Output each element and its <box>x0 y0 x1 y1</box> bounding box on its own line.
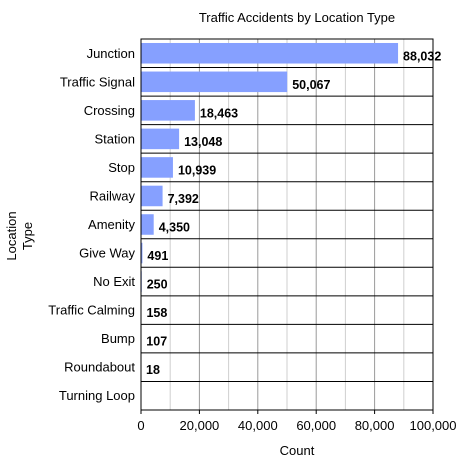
y-axis-label-line: Location <box>4 211 19 260</box>
x-tick-label: 40,000 <box>238 418 278 433</box>
plot-border <box>140 38 434 411</box>
category-labels: Junction Traffic Signal Crossing Station Sto… <box>48 46 135 403</box>
data-label: 18 <box>146 363 160 377</box>
category-label: Station <box>95 131 135 146</box>
data-label: 13,048 <box>184 135 222 149</box>
data-label: 250 <box>147 278 168 292</box>
data-label: 158 <box>146 306 167 320</box>
x-tick-label: 80,000 <box>355 418 395 433</box>
category-label: Railway <box>89 188 135 203</box>
data-label: 7,392 <box>168 192 199 206</box>
data-label: 88,032 <box>403 49 441 63</box>
bar <box>141 100 195 121</box>
y-axis-label: LocationType <box>4 211 35 260</box>
category-label: Roundabout <box>64 360 135 375</box>
data-label: 18,463 <box>200 106 238 120</box>
data-labels: 88,032 50,067 18,463 13,048 10,939 7,392 4,350… <box>146 49 441 377</box>
data-label: 4,350 <box>159 221 190 235</box>
x-tick-labels: 0 20,000 40,000 60,000 80,000 100,000 <box>137 410 457 433</box>
x-tick-label: 0 <box>137 418 144 433</box>
chart-title: Traffic Accidents by Location Type <box>199 10 395 25</box>
category-label: Traffic Calming <box>48 303 135 318</box>
category-label: Crossing <box>84 103 135 118</box>
bar <box>141 71 288 93</box>
category-label: Give Way <box>79 246 135 261</box>
data-label: 107 <box>146 335 167 349</box>
category-label: Junction <box>87 46 135 61</box>
data-label: 10,939 <box>178 163 216 177</box>
gridlines <box>141 39 433 410</box>
category-label: No Exit <box>93 274 135 289</box>
category-label: Bump <box>101 331 135 346</box>
bar <box>141 128 180 150</box>
category-label: Stop <box>108 160 135 175</box>
bar <box>141 242 143 264</box>
x-tick-label: 100,000 <box>410 418 457 433</box>
x-tick-label: 20,000 <box>180 418 220 433</box>
x-tick-label: 60,000 <box>296 418 336 433</box>
category-label: Traffic Signal <box>60 74 135 89</box>
bar <box>141 214 154 235</box>
x-axis-label: Count <box>280 443 315 458</box>
bar <box>141 157 173 178</box>
bar <box>141 42 399 64</box>
category-label: Turning Loop <box>59 388 135 403</box>
category-label: Amenity <box>88 217 135 232</box>
plot-frame <box>140 38 434 411</box>
y-axis-label-line: Type <box>20 222 35 250</box>
bars <box>141 42 399 378</box>
bar <box>141 185 163 207</box>
data-label: 491 <box>147 249 168 263</box>
data-label: 50,067 <box>292 78 330 92</box>
